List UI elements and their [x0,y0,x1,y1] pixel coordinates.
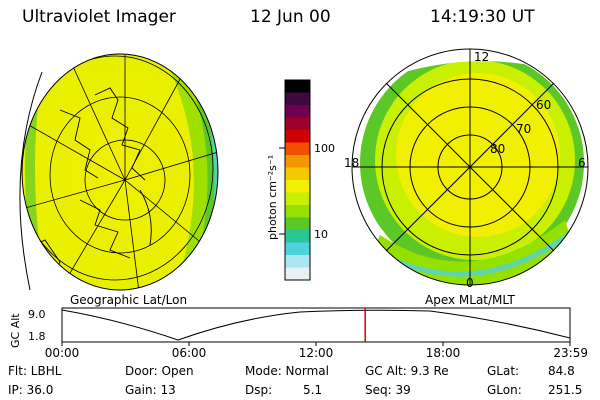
colorbar-unit-label: photon cm⁻²s⁻¹ [266,155,279,240]
mlat-label-60: 60 [536,98,551,112]
timeline-x-tick-label: 18:00 [426,346,461,360]
colorbar-scale [285,80,310,281]
mlt-label-18: 18 [344,156,359,170]
door-field: Door: Open [125,364,194,378]
colorbar-cell [285,92,310,106]
mlt-label-6: 6 [578,156,586,170]
colorbar-cell [285,130,310,143]
geographic-auroral-image [22,54,218,290]
colorbar-tick-label-10: 10 [314,228,328,241]
timeline-y-axis-title: GC Alt [9,313,22,348]
colorbar-cell [285,80,310,93]
colorbar-cell [285,155,310,168]
timeline-x-ticks: 00:00 06:00 12:00 18:00 23:59 [45,342,588,360]
colorbar-cell [285,230,310,243]
glat-field-label: GLat: [487,364,520,378]
dsp-field-value: 5.1 [303,383,323,397]
colorbar-cell [285,242,310,256]
glat-field-value: 84.8 [548,364,575,378]
colorbar-tick-label-100: 100 [314,142,335,155]
colorbar-cell [285,192,310,206]
filter-field: Flt: LBHL [8,364,62,378]
observation-date: 12 Jun 00 [250,7,331,27]
ip-field: IP: 36.0 [8,383,54,397]
colorbar: 100 10 photon cm⁻²s⁻¹ [266,79,335,281]
colorbar-cell [285,142,310,156]
timeline-x-tick-label: 12:00 [299,346,334,360]
colorbar-cell [285,205,310,218]
mlat-label-70: 70 [516,122,531,136]
glon-field-value: 251.5 [548,383,583,397]
colorbar-cell [285,217,310,231]
glon-field-label: GLon: [487,383,522,397]
orbit-timeline-plot: GC Alt 9.0 1.8 00:00 06:00 12:00 18:00 23:59 [9,307,588,360]
dsp-field-label: Dsp: [245,383,273,397]
timeline-y-tick-min: 1.8 [28,330,46,343]
mlt-label-0: 0 [466,276,474,290]
orbit-altitude-curve [61,309,571,341]
colorbar-cell [285,117,310,131]
timeline-x-tick-label: 00:00 [45,346,80,360]
magnetic-caption: Apex MLat/MLT [425,293,515,307]
geographic-caption: Geographic Lat/Lon [70,293,188,307]
seq-field: Seq: 39 [365,383,411,397]
gain-field: Gain: 13 [125,383,176,397]
observation-time: 14:19:30 UT [430,7,535,27]
timeline-y-tick-max: 9.0 [28,308,46,321]
timeline-x-tick-label: 23:59 [553,346,588,360]
timeline-x-tick-label: 06:00 [172,346,207,360]
mode-field: Mode: Normal [245,364,329,378]
colorbar-cell [285,180,310,193]
mlat-label-80: 80 [490,142,505,156]
colorbar-cell [285,255,310,268]
colorbar-cell [285,105,310,118]
timeline-frame [61,307,571,343]
colorbar-cell [285,267,310,281]
instrument-title: Ultraviolet Imager [22,7,176,27]
colorbar-cell [285,167,310,181]
gc-alt-field: GC Alt: 9.3 Re [365,364,449,378]
mlt-label-12: 12 [474,50,489,64]
magnetic-polar-plot: 12 18 6 0 60 70 80 [344,48,589,290]
colorbar-frame [284,79,311,281]
geographic-image-panel [19,53,219,291]
